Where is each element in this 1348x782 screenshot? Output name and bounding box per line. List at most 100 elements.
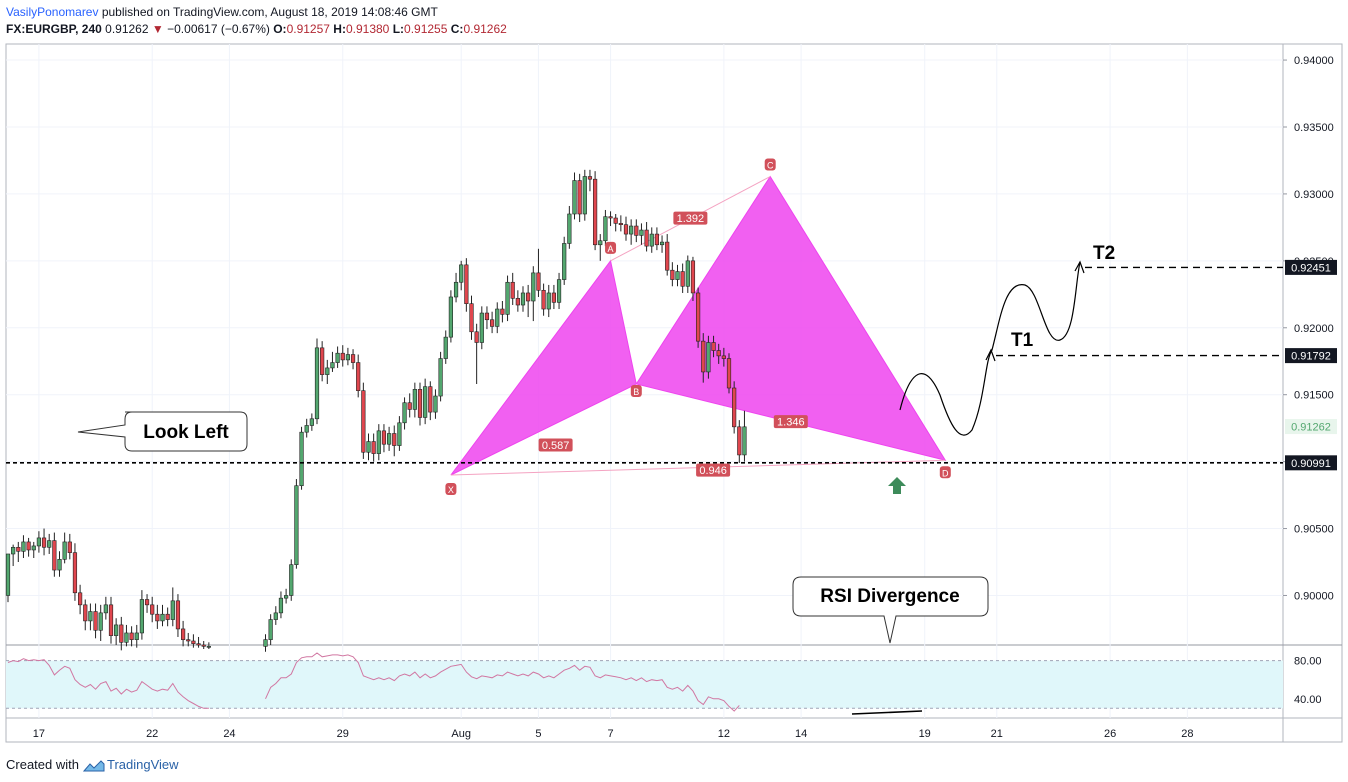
candle [129, 626, 134, 647]
candle [464, 258, 469, 312]
candle [695, 287, 701, 348]
candle-body [654, 233, 659, 246]
candle [474, 323, 479, 384]
candle-body [721, 355, 726, 359]
candle-body [716, 350, 721, 357]
t2-arrowhead-icon [1074, 260, 1085, 274]
rsi-line [7, 652, 740, 712]
candle-body [592, 178, 598, 246]
close-value: 0.91262 [463, 22, 507, 36]
candle [701, 333, 706, 383]
candle-body [675, 271, 680, 280]
time-tick-label: 19 [919, 728, 931, 740]
candle [618, 215, 623, 232]
candle [556, 272, 562, 310]
candle-body [459, 264, 464, 283]
candle-body [577, 180, 582, 215]
ratio-label: 0.946 [696, 463, 731, 477]
candle-body [526, 292, 531, 302]
candle [283, 588, 289, 604]
candle [603, 209, 608, 247]
candle [402, 397, 407, 430]
candle-body [263, 639, 268, 647]
candle-body [608, 216, 613, 219]
candle [304, 418, 309, 438]
candle-body [706, 342, 711, 373]
candle-body [330, 362, 335, 369]
candle-body [690, 260, 696, 294]
candle [165, 607, 170, 627]
t1-arrowhead-icon [985, 348, 996, 362]
candle [175, 594, 181, 637]
candle-body [659, 241, 665, 246]
candle [268, 614, 273, 645]
candle-body [11, 546, 16, 555]
candle [433, 389, 438, 419]
time-tick-label: 12 [718, 728, 730, 740]
high-label: H: [333, 22, 346, 36]
point-label: D [939, 466, 951, 479]
candle-body [134, 632, 139, 640]
candle-body [603, 216, 608, 242]
author-link[interactable]: VasilyPonomarev [6, 5, 99, 19]
candle-body [520, 292, 526, 306]
low-label: L: [392, 22, 405, 36]
symbol-name[interactable]: FX:EURGBP, 240 [6, 22, 102, 36]
candle [320, 341, 325, 382]
candle [278, 591, 284, 619]
candle [510, 272, 515, 306]
candle [670, 262, 675, 287]
time-tick-label: 28 [1181, 728, 1193, 740]
open-label: O: [273, 22, 287, 36]
candle [83, 599, 88, 631]
tradingview-brand[interactable]: TradingView [106, 757, 179, 772]
candle-body [644, 229, 649, 247]
candle [294, 479, 299, 569]
price-label: 0.91792 [1285, 348, 1337, 364]
candle-body [711, 342, 716, 351]
candle-body [114, 624, 119, 636]
rsi-tick-label: 40.00 [1294, 694, 1322, 706]
candle-body [124, 632, 129, 643]
candle-body [536, 272, 541, 291]
price-label-bg [1285, 259, 1337, 275]
rsi-divergence-callout [792, 576, 989, 644]
candle-body [381, 430, 387, 445]
candle-body [443, 336, 448, 359]
candle [330, 351, 335, 372]
candle [742, 410, 747, 462]
candle-body [515, 298, 520, 306]
candle [299, 426, 304, 490]
time-tick-label: 7 [607, 728, 613, 740]
candle-body [52, 540, 57, 571]
candle-body [320, 347, 325, 375]
candle [412, 382, 417, 418]
candle [314, 338, 320, 425]
rsi-tick-label: 80.00 [1294, 656, 1322, 668]
candle [551, 284, 556, 310]
candle-body [278, 597, 284, 614]
price-tick-label: 0.94000 [1294, 55, 1334, 67]
candle-body [613, 217, 618, 224]
candle [103, 596, 108, 620]
candle-body [695, 292, 701, 342]
candle-body [587, 176, 593, 180]
candle [690, 256, 696, 301]
candle-body [139, 599, 145, 634]
price-label-bg [1285, 455, 1337, 471]
candle [546, 284, 551, 318]
xab-triangle [450, 259, 637, 476]
candle [381, 424, 387, 453]
candle-body [376, 430, 381, 454]
candle [335, 346, 340, 368]
candle-body [345, 354, 351, 361]
candle [453, 272, 459, 303]
candle-body [103, 604, 108, 614]
candle [108, 596, 114, 644]
candle [170, 587, 175, 627]
candle-body [309, 418, 314, 426]
candle-body [144, 599, 150, 606]
candle-body [78, 592, 83, 606]
rsi-divergence-line [851, 710, 923, 715]
